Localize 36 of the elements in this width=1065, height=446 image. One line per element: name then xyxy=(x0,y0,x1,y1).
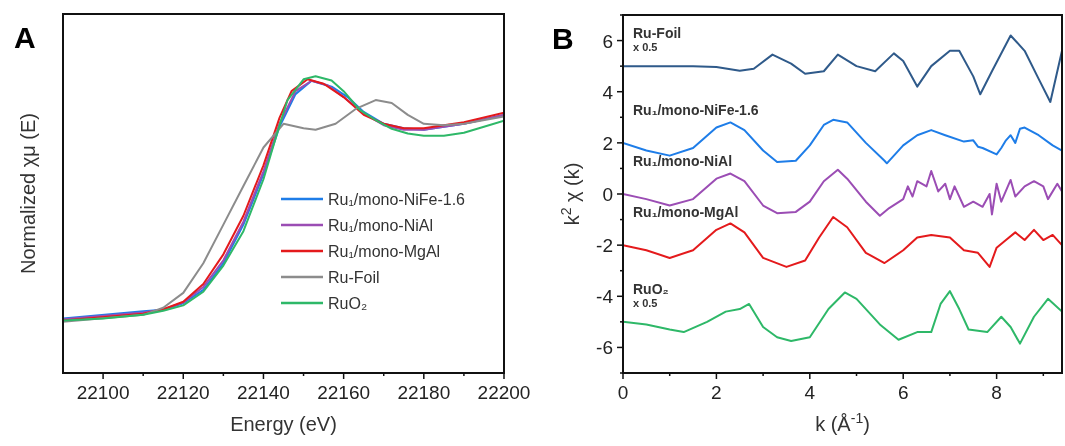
x-tick-label: 0 xyxy=(617,382,629,403)
y-tick-label: -2 xyxy=(596,235,613,257)
legend-label: Ru-Foil xyxy=(328,269,380,286)
x-tick-label: 22160 xyxy=(317,382,371,403)
legend-label: RuO₂ xyxy=(328,295,368,312)
x-tick-label: 22180 xyxy=(397,382,451,403)
text: A xyxy=(14,21,36,54)
legend-label: Ru₁/mono-MgAl xyxy=(328,243,441,260)
x-tick-label: 22120 xyxy=(156,382,210,403)
y-tick-label: 6 xyxy=(602,30,613,52)
x-axis-title: k (Å$^{-1}$) xyxy=(815,410,870,435)
annotation: x 0.5 xyxy=(633,296,658,309)
x-tick-label: 22100 xyxy=(76,382,130,403)
y-tick-label: -4 xyxy=(596,286,614,308)
y-axis-title: Normalized χμ (E) xyxy=(17,113,39,274)
x-axis-title: Energy (eV) xyxy=(230,413,337,435)
y-tick-label: -6 xyxy=(596,337,613,359)
annotation: x 0.5 xyxy=(633,41,658,54)
series-label: Ru₁/mono-NiFe-1.6 xyxy=(633,101,759,118)
y-tick-label: 2 xyxy=(602,132,613,154)
text: B xyxy=(552,22,574,55)
x-tick-label: 8 xyxy=(991,382,1002,403)
x-tick-label: 22140 xyxy=(237,382,290,403)
x-tick-label: 6 xyxy=(897,382,909,403)
y-tick-label: 0 xyxy=(602,184,613,205)
legend-label: Ru₁/mono-NiAl xyxy=(328,217,433,234)
line-series xyxy=(623,118,1062,165)
x-tick-label: 4 xyxy=(804,382,816,403)
x-tick-label: 22200 xyxy=(477,382,531,403)
series-label: RuO₂ xyxy=(633,280,669,297)
x-tick-label: 2 xyxy=(711,382,722,403)
series-label: Ru₁/mono-NiAl xyxy=(633,152,733,169)
series-label: Ru-Foil xyxy=(633,25,682,42)
series-label: Ru₁/mono-MgAl xyxy=(633,204,739,221)
legend-label: Ru₁/mono-NiFe-1.6 xyxy=(328,191,466,208)
y-tick-label: 4 xyxy=(602,81,614,103)
